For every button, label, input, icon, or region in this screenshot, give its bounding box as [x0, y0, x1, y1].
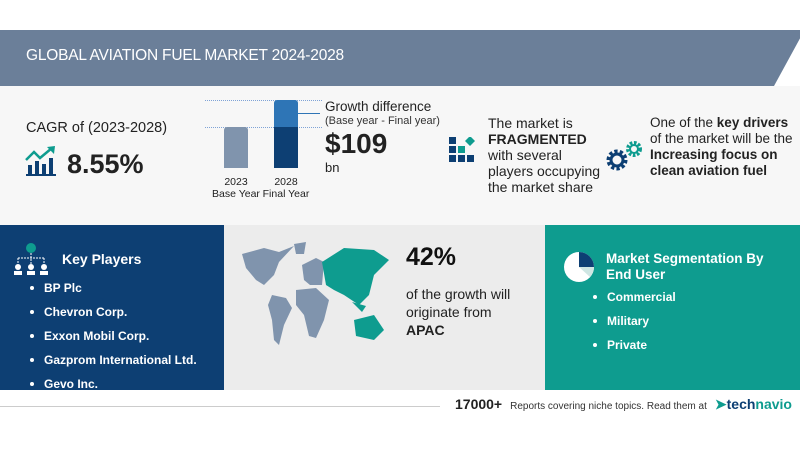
footer-text: Reports covering niche topics. Read them… [510, 401, 707, 412]
technavio-logo[interactable]: ➤technavio [715, 396, 792, 413]
year-label: Base Year [212, 188, 260, 200]
growth-unit: bn [325, 160, 340, 175]
key-players-list: BP Plc Chevron Corp. Exxon Mobil Corp. G… [30, 281, 197, 401]
pie-chart-icon [564, 252, 594, 282]
list-item: Chevron Corp. [30, 305, 197, 319]
market-line: the market share [488, 179, 594, 195]
market-line: with several [488, 147, 562, 163]
drivers-line: of the market will be the [650, 131, 793, 146]
market-line: The market is [488, 115, 573, 131]
region-text: of the growth will originate from APAC [406, 285, 510, 339]
segmentation-panel: Market Segmentation By End User Commerci… [545, 225, 800, 390]
key-players-panel: Key Players BP Plc Chevron Corp. Exxon M… [0, 225, 224, 391]
growth-chart-icon [25, 146, 56, 176]
growth-title: Growth difference [325, 99, 432, 114]
bar-2028-base [274, 127, 298, 168]
cagr-label: CAGR of (2023-2028) [26, 120, 168, 136]
key-players-title: Key Players [62, 251, 142, 267]
market-line: players occupying [488, 163, 601, 179]
driver-name: clean aviation fuel [650, 163, 768, 178]
year: 2023 [224, 176, 248, 188]
year-label: Final Year [262, 188, 310, 200]
bar-label-2028: 2028 Final Year [260, 176, 312, 200]
bar-label-2023: 2023 Base Year [210, 176, 262, 200]
growth-subtitle: (Base year - Final year) [325, 115, 440, 127]
drivers-line: One of the [650, 115, 717, 130]
list-item: Gevo Inc. [30, 377, 197, 391]
segmentation-title-line: Market Segmentation By [606, 251, 764, 266]
list-item: BP Plc [30, 281, 197, 295]
drivers-text: One of the key drivers of the market wil… [650, 115, 793, 179]
growth-block: Growth difference (Base year - Final yea… [325, 99, 440, 175]
summary-section [0, 86, 800, 225]
region-percent: 42% [406, 243, 457, 271]
arrow-icon [298, 113, 320, 114]
page-title: GLOBAL AVIATION FUEL MARKET 2024-2028 [26, 47, 344, 64]
region-name: APAC [406, 322, 445, 338]
list-item: Commercial [593, 290, 676, 304]
list-item: Private [593, 338, 676, 352]
driver-name: Increasing focus on [650, 147, 778, 162]
footer: 17000+ Reports covering niche topics. Re… [455, 396, 792, 413]
cagr-value: 8.55% [67, 149, 144, 179]
year: 2028 [274, 176, 298, 188]
segmentation-list: Commercial Military Private [593, 290, 676, 362]
logo-text: navio [755, 396, 792, 412]
footer-count: 17000+ [455, 396, 503, 412]
drivers-bold: key drivers [716, 115, 789, 130]
region-line: of the growth will [406, 286, 511, 302]
growth-value: $109 [325, 128, 388, 159]
logo-text: tech [726, 396, 756, 412]
world-map-icon [242, 242, 389, 345]
market-structure: FRAGMENTED [488, 131, 587, 147]
segmentation-title-line: End User [606, 267, 666, 282]
list-item: Military [593, 314, 676, 328]
org-chart-icon [14, 243, 48, 275]
gridline [205, 127, 322, 128]
logo-mark-icon: ➤ [714, 396, 727, 412]
segmentation-title: Market Segmentation By End User [606, 251, 764, 283]
gridline [205, 100, 322, 101]
market-text: The market is FRAGMENTED with several pl… [488, 115, 600, 195]
region-panel: 42% of the growth will originate from AP… [224, 225, 545, 390]
header-band [0, 30, 800, 86]
list-item: Gazprom International Ltd. [30, 353, 197, 367]
bar-2028-growth [274, 100, 298, 127]
bar-2023 [224, 127, 248, 168]
gears-icon [606, 141, 642, 171]
footer-divider [0, 406, 440, 407]
region-line: originate from [406, 304, 492, 320]
fragmented-blocks-icon [449, 137, 475, 162]
list-item: Exxon Mobil Corp. [30, 329, 197, 343]
